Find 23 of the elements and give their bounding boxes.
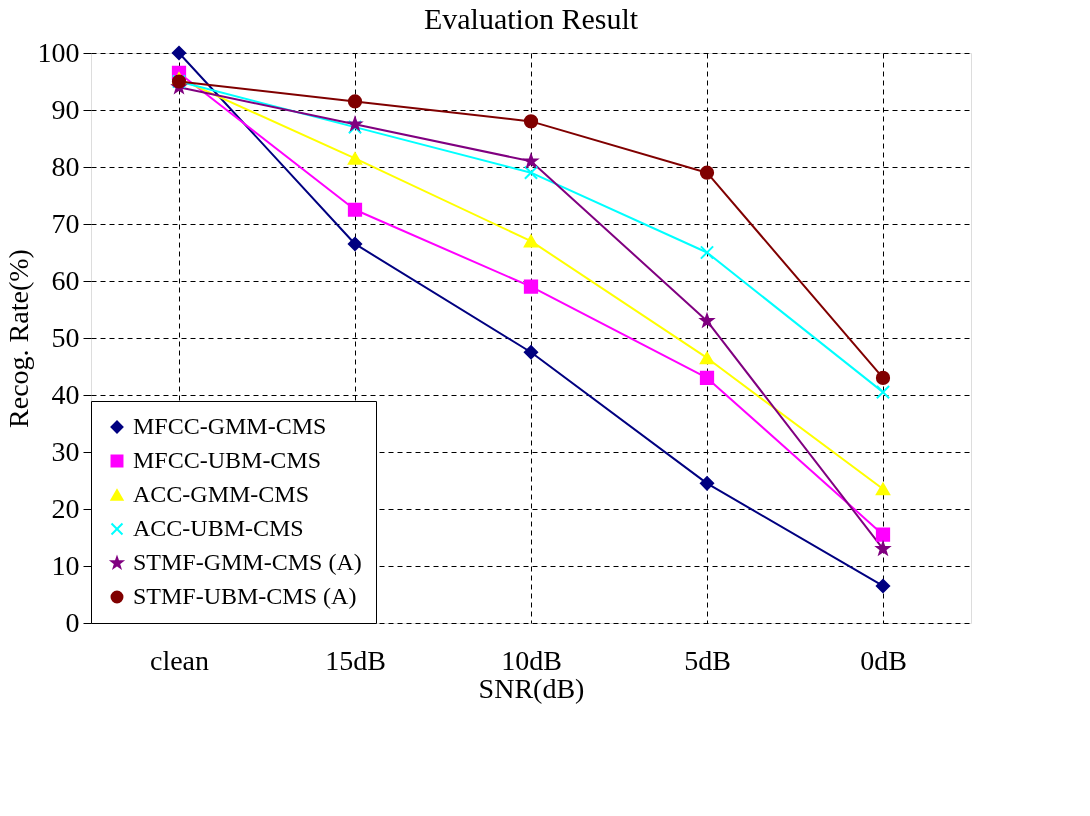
y-tick-label: 30: [51, 435, 80, 467]
y-axis-title: Recog. Rate(%): [2, 249, 34, 428]
chart-title: Evaluation Result: [423, 2, 639, 35]
y-tick-label: 70: [51, 207, 80, 239]
legend-label: STMF-UBM-CMS (A): [133, 583, 357, 609]
legend-label: ACC-GMM-CMS: [133, 481, 310, 507]
x-tick-label: 5dB: [684, 644, 731, 676]
legend-label: MFCC-GMM-CMS: [133, 413, 327, 439]
y-tick-label: 10: [51, 549, 80, 581]
y-tick-label: 100: [37, 36, 80, 68]
x-tick-label: clean: [149, 644, 210, 676]
x-tick-label: 0dB: [860, 644, 907, 676]
y-tick-label: 20: [51, 492, 80, 524]
y-tick-label: 60: [51, 264, 80, 296]
legend-label: ACC-UBM-CMS: [133, 515, 304, 541]
y-tick-label: 80: [51, 150, 80, 182]
y-tick-label: 0: [65, 606, 80, 638]
legend-label: STMF-GMM-CMS (A): [133, 549, 362, 575]
legend-label: MFCC-UBM-CMS: [133, 447, 322, 473]
y-tick-label: 90: [51, 93, 80, 125]
x-tick-label: 15dB: [325, 644, 386, 676]
y-tick-label: 50: [51, 321, 80, 353]
y-tick-label: 40: [51, 378, 80, 410]
